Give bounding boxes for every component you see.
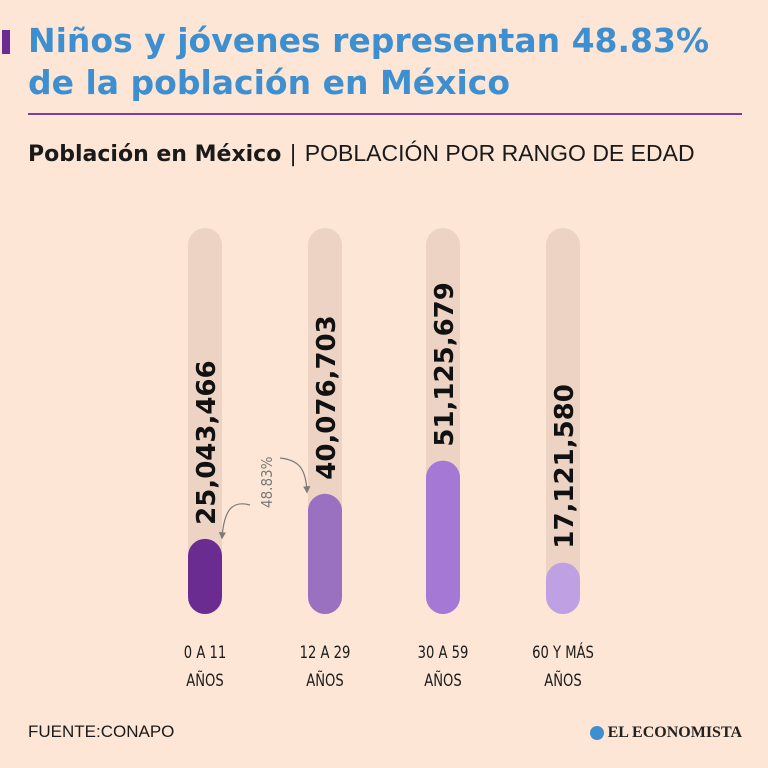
annotation-arrow <box>279 457 311 494</box>
brand-logo: EL ECONOMISTA <box>589 724 742 742</box>
data-label: 51,125,679 <box>430 282 460 446</box>
bar <box>426 460 460 614</box>
subtitle-separator: | <box>289 142 297 167</box>
bar-track <box>188 228 222 614</box>
bar-track <box>546 228 580 614</box>
bar <box>308 493 342 614</box>
subtitle-bold: Población en México <box>28 142 282 167</box>
title-divider <box>28 113 742 115</box>
bar <box>188 538 222 614</box>
x-tick-label: 12 A 29 <box>300 642 351 662</box>
data-label: 40,076,703 <box>312 315 342 479</box>
x-tick-label: AÑOS <box>186 670 224 690</box>
globe-icon <box>589 726 604 740</box>
data-label: 25,043,466 <box>192 360 222 524</box>
title-line-2: de la población en México <box>28 63 510 102</box>
x-tick-label: AÑOS <box>306 670 344 690</box>
x-tick-label: AÑOS <box>424 670 462 690</box>
x-tick-label: 0 A 11 <box>184 642 226 662</box>
x-tick-label: AÑOS <box>544 670 582 690</box>
source-note: FUENTE:CONAPO <box>28 722 175 741</box>
annotation-label: 48.83% <box>258 456 276 508</box>
annotation-arrow <box>218 503 251 540</box>
brand-name: EL ECONOMISTA <box>607 724 742 741</box>
bar <box>546 562 580 614</box>
chart-subtitle: Población en México | POBLACIÓN POR RANGO … <box>28 140 695 167</box>
page-title: Niños y jóvenes representan 48.83% de la… <box>28 20 748 104</box>
title-line-1: Niños y jóvenes representan 48.83% <box>28 21 710 60</box>
data-label: 17,121,580 <box>550 384 580 548</box>
x-tick-label: 60 Y MÁS <box>532 642 594 662</box>
subtitle-light: POBLACIÓN POR RANGO DE EDAD <box>304 140 695 166</box>
title-accent-bar <box>2 30 10 54</box>
x-tick-label: 30 A 59 <box>418 642 469 662</box>
